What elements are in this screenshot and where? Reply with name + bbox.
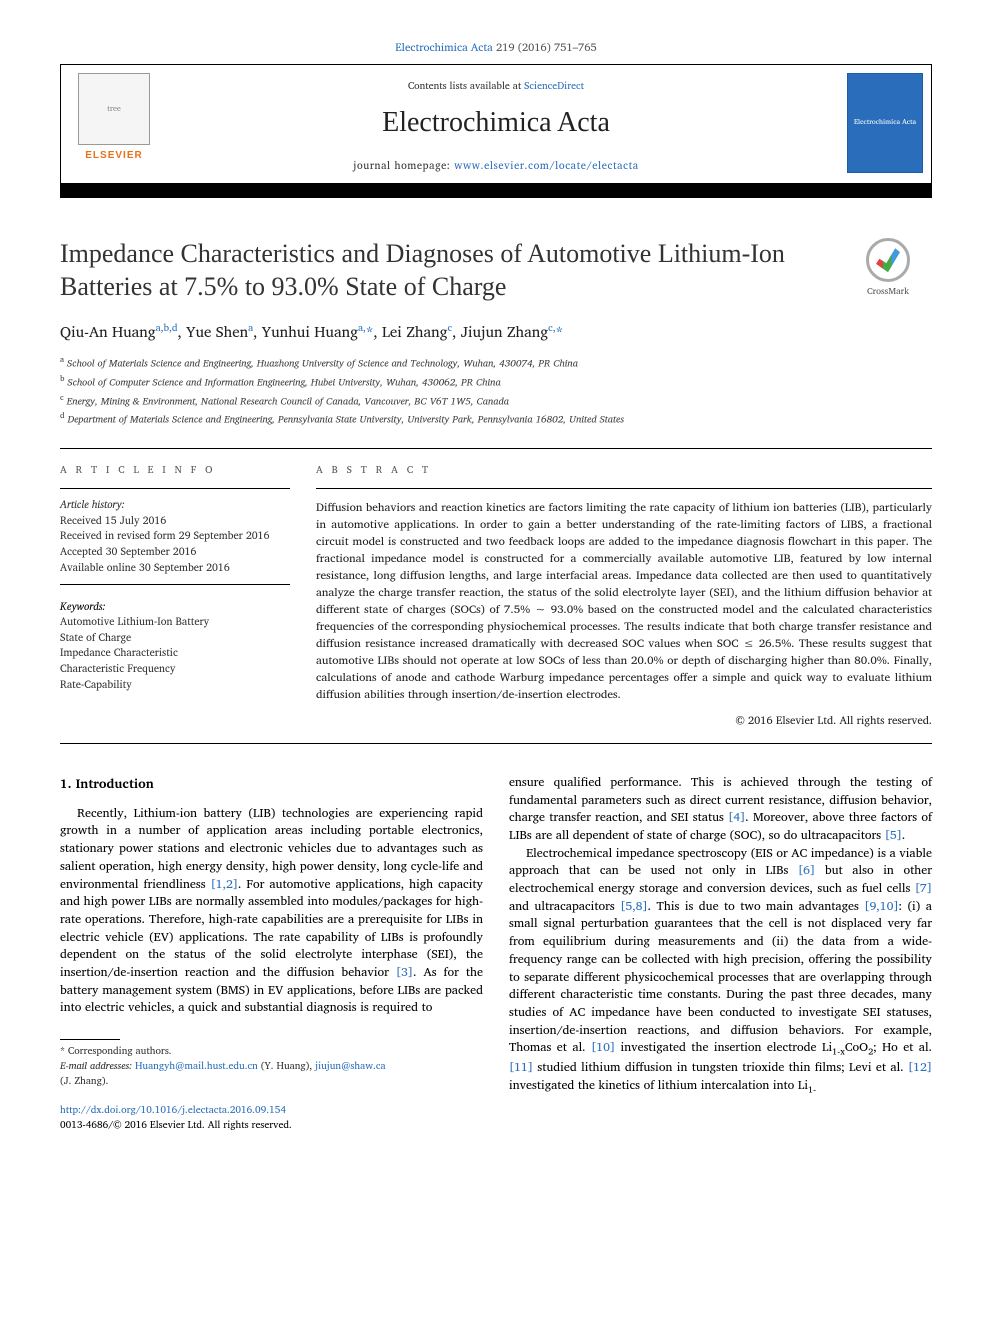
journal-title: Electrochimica Acta xyxy=(81,103,911,144)
banner-divider-bar xyxy=(61,183,931,197)
author-list: Qiu-An Huanga,b,d, Yue Shena, Yunhui Hua… xyxy=(60,321,932,343)
footnote-separator xyxy=(60,1039,120,1040)
journal-banner: tree ELSEVIER Electrochimica Acta Conten… xyxy=(60,64,932,198)
kw-divider xyxy=(60,584,290,585)
issn-copyright: 0013-4686/© 2016 Elsevier Ltd. All right… xyxy=(60,1117,292,1133)
body-paragraph: Electrochemical impedance spectroscopy (… xyxy=(509,845,932,1097)
homepage-line: journal homepage: www.elsevier.com/locat… xyxy=(81,158,911,173)
crossmark-badge[interactable]: CrossMark xyxy=(844,238,932,297)
running-header: Electrochimica Acta 219 (2016) 751–765 xyxy=(60,40,932,56)
section-heading-intro: 1. Introduction xyxy=(60,774,483,793)
article-info-label: A R T I C L E I N F O xyxy=(60,463,290,478)
contents-line: Contents lists available at ScienceDirec… xyxy=(81,79,911,94)
body-column-right: ensure qualified performance. This is ac… xyxy=(509,774,932,1132)
sciencedirect-link[interactable]: ScienceDirect xyxy=(524,78,584,94)
running-header-journal[interactable]: Electrochimica Acta xyxy=(395,38,493,56)
journal-cover-thumbnail: Electrochimica Acta xyxy=(847,73,923,173)
author-email-link[interactable]: Huangyh@mail.hust.edu.cn xyxy=(135,1058,258,1074)
body-column-left: 1. Introduction Recently, Lithium-ion ba… xyxy=(60,774,483,1132)
meta-divider-bottom xyxy=(60,743,932,744)
body-paragraph: ensure qualified performance. This is ac… xyxy=(509,774,932,845)
abstract-copyright: © 2016 Elsevier Ltd. All rights reserved… xyxy=(316,713,932,729)
abstract-text: Diffusion behaviors and reaction kinetic… xyxy=(316,499,932,703)
history-line: Available online 30 September 2016 xyxy=(60,560,290,576)
citation-link[interactable]: [12] xyxy=(908,1057,932,1077)
doi-block: http://dx.doi.org/10.1016/j.electacta.20… xyxy=(60,1103,483,1132)
crossmark-icon xyxy=(866,238,910,282)
body-paragraph: Recently, Lithium-ion battery (LIB) tech… xyxy=(60,805,483,1017)
footnotes: * Corresponding authors. E-mail addresse… xyxy=(60,1044,483,1089)
crossmark-label: CrossMark xyxy=(867,284,909,297)
author-email-link[interactable]: jiujun@shaw.ca xyxy=(315,1058,385,1074)
meta-divider-top xyxy=(60,448,932,449)
email-line: E-mail addresses: Huangyh@mail.hust.edu.… xyxy=(60,1059,483,1074)
elsevier-tree-icon: tree xyxy=(78,73,150,145)
citation-link[interactable]: [10] xyxy=(591,1037,615,1057)
journal-homepage-link[interactable]: www.elsevier.com/locate/electacta xyxy=(454,156,639,174)
corresponding-author-note: * Corresponding authors. xyxy=(60,1044,483,1059)
keyword-item: Rate-Capability xyxy=(60,677,290,693)
affiliations: a School of Materials Science and Engine… xyxy=(60,353,932,428)
abstract-divider xyxy=(316,488,932,489)
publisher-label: ELSEVIER xyxy=(85,149,142,164)
email-who-line: (J. Zhang). xyxy=(60,1074,483,1089)
abstract-label: A B S T R A C T xyxy=(316,463,932,478)
info-divider xyxy=(60,488,290,489)
article-title: Impedance Characteristics and Diagnoses … xyxy=(60,238,828,303)
running-header-vol: 219 (2016) 751–765 xyxy=(496,38,597,56)
publisher-logo-block: tree ELSEVIER xyxy=(69,73,159,164)
